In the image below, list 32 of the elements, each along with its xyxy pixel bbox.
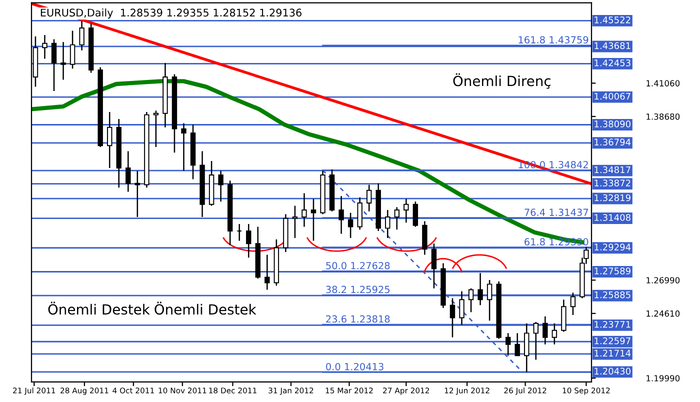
y-tick-label: 1.24610: [646, 310, 680, 317]
series-label: 38.2 1.25925: [326, 286, 390, 294]
series-label: 50.0 1.27628: [326, 262, 390, 270]
ref-line-label: 1.23771: [594, 320, 630, 328]
ref-line-label: 1.27589: [594, 268, 630, 274]
ref-line-label: 1.21714: [594, 350, 631, 356]
annotation: Önemli Destek: [154, 302, 256, 315]
ref-line-label: 1.29294: [594, 244, 631, 250]
ref-line-label: 1.36794: [594, 138, 631, 146]
ref-line-label: 1.40067: [594, 92, 630, 100]
series-label: 23.6 1.23818: [326, 315, 390, 323]
series-label: 0.0 1.20413: [326, 362, 384, 370]
ref-line-label: 1.25885: [594, 291, 630, 298]
ref-line-label: 1.20430: [594, 368, 630, 375]
text: EURUSD,Daily 1.28539 1.29355 1.28152 1.29136: [40, 8, 302, 19]
ref-line-label: 1.38090: [594, 120, 630, 128]
ref-line-label: 1.43681: [594, 42, 630, 50]
annotation: Önemli Destek: [48, 302, 150, 315]
series-label: 161.8 1.43759: [518, 36, 588, 44]
ref-line-label: 1.31408: [594, 214, 630, 221]
ref-line-label: 1.45522: [594, 16, 630, 24]
ref-line-label: 1.42453: [594, 59, 630, 66]
ref-line-label: 1.34817: [594, 166, 630, 174]
y-tick-label: 1.19990: [646, 375, 680, 382]
y-tick-label: 1.26990: [646, 277, 680, 284]
ref-line-label: 1.32819: [594, 194, 630, 202]
y-tick-label: 1.38680: [646, 113, 680, 120]
y-tick-label: 1.41060: [646, 80, 680, 86]
ref-line-label: 1.33872: [594, 180, 630, 186]
ref-line-label: 1.22597: [594, 337, 630, 344]
annotation: Önemli Direnç: [453, 73, 550, 89]
series-label: 76.4 1.31437: [524, 208, 588, 216]
